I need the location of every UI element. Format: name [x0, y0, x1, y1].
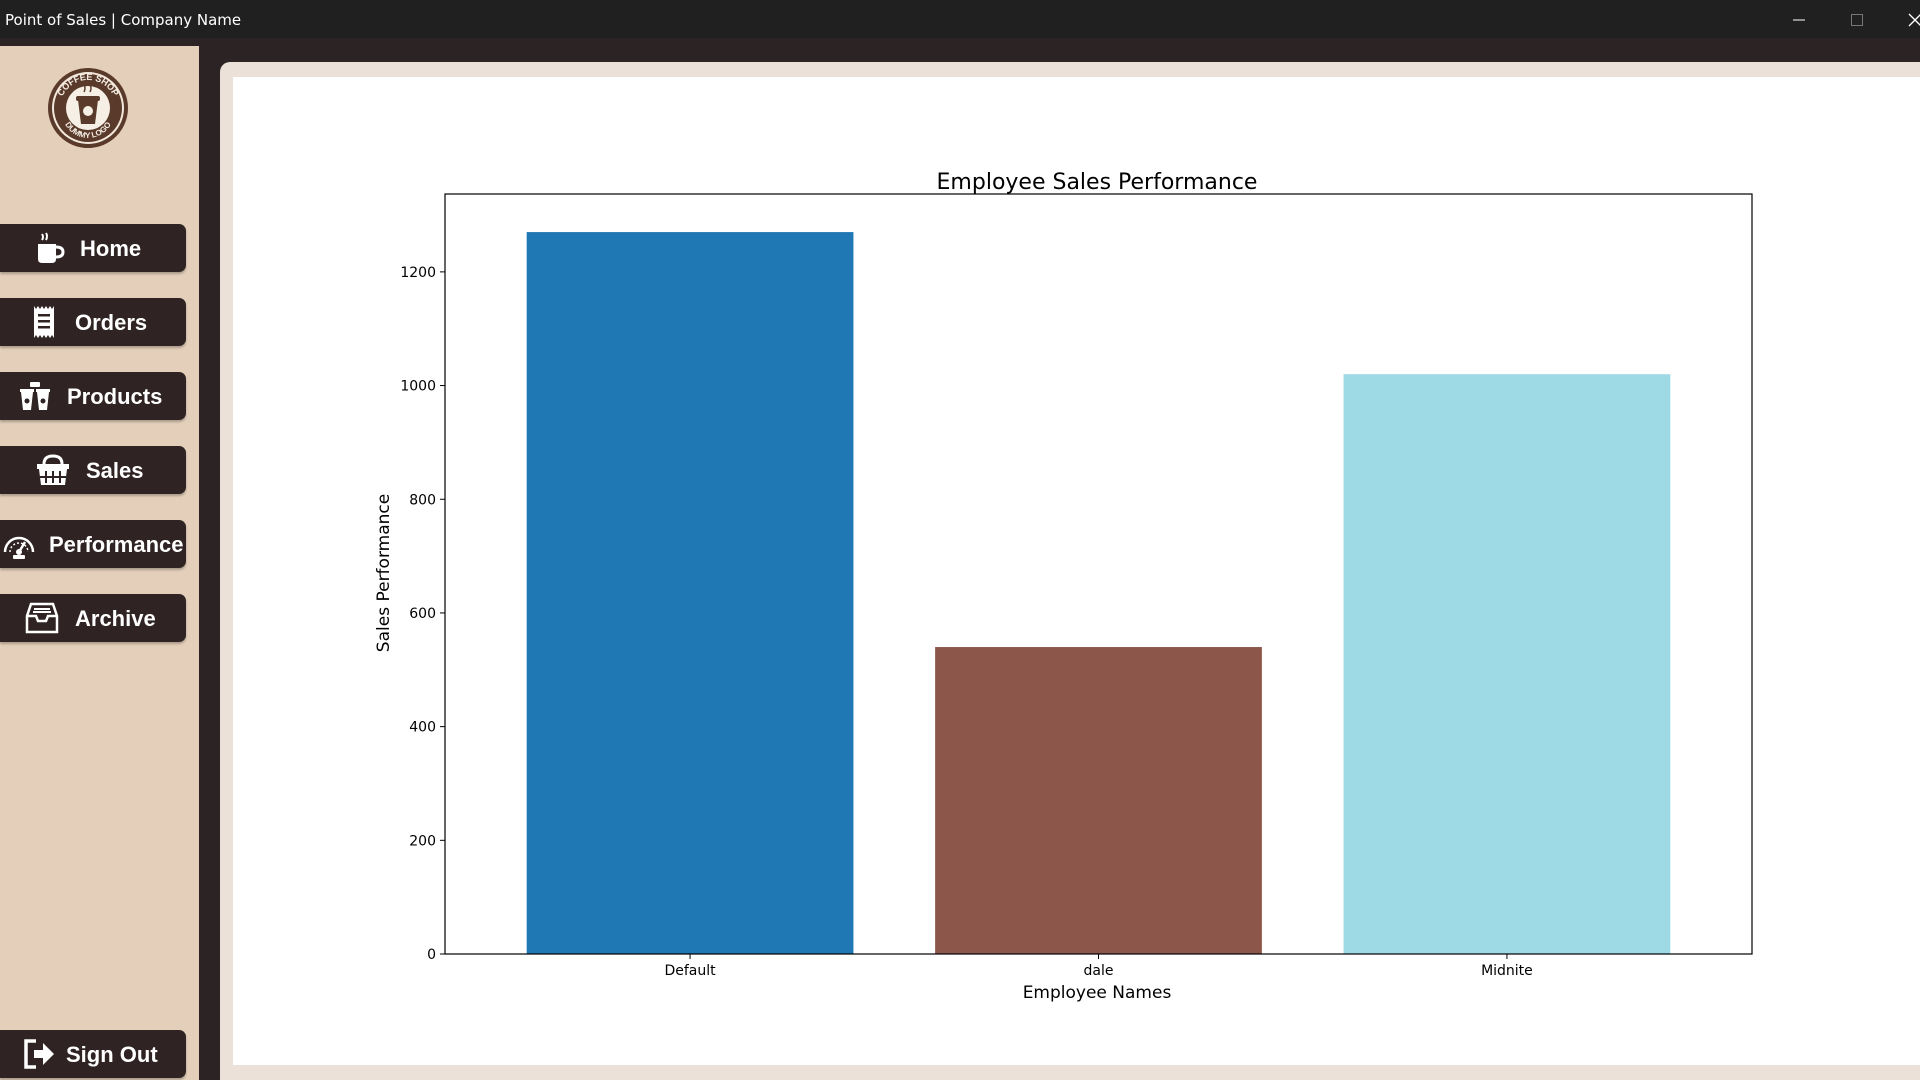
sidebar-item-label: Sales [86, 458, 144, 483]
sign-out-button[interactable]: Sign Out [0, 1030, 186, 1078]
chart-panel: Employee Sales Performance Employee Name… [233, 77, 1920, 1065]
minimize-icon [1793, 19, 1805, 21]
bar-midnite [1343, 374, 1671, 954]
sidebar-item-products[interactable]: Products [0, 372, 186, 420]
sidebar-item-label: Products [67, 384, 163, 409]
y-tick-label: 800 [409, 492, 436, 508]
sidebar-item-label: Home [80, 236, 142, 261]
gauge-icon [3, 536, 35, 559]
y-tick-label: 1000 [400, 379, 436, 395]
x-axis-label: Employee Names [1023, 983, 1172, 1003]
close-button[interactable] [1886, 0, 1920, 38]
window-title: Point of Sales | Company Name [5, 11, 242, 29]
basket-icon [37, 454, 69, 485]
coffee-shop-logo: COFFEE SHOP DUMMY LOGO [46, 66, 130, 150]
sidebar-item-label: Archive [75, 606, 156, 631]
sidebar-item-home[interactable]: Home [0, 224, 186, 272]
title-bar: Point of Sales | Company Name [0, 0, 1920, 38]
bar-default [526, 232, 854, 954]
coffee-cups-icon [20, 382, 50, 410]
sidebar-item-performance[interactable]: Performance [0, 520, 186, 568]
sidebar-item-orders[interactable]: Orders [0, 298, 186, 346]
chart-title: Employee Sales Performance [937, 170, 1258, 195]
archive-box-icon [25, 602, 59, 634]
y-tick-label: 200 [409, 833, 436, 849]
sidebar-item-label: Performance [49, 532, 184, 557]
sidebar: COFFEE SHOP DUMMY LOGO Home Orders [0, 46, 199, 1080]
sidebar-item-label: Orders [75, 310, 148, 335]
x-tick-label: Default [664, 963, 716, 979]
bar-dale [935, 647, 1262, 954]
y-tick-label: 400 [409, 720, 436, 736]
receipt-icon [34, 306, 54, 338]
y-tick-label: 0 [427, 947, 436, 963]
x-tick-label: dale [1084, 963, 1114, 979]
main-panel: Employee Sales Performance Employee Name… [220, 62, 1920, 1080]
sales-performance-chart: Employee Sales Performance Employee Name… [374, 170, 1753, 1003]
y-tick-label: 600 [409, 606, 436, 622]
coffee-cup-icon [38, 232, 65, 263]
maximize-button[interactable] [1828, 0, 1886, 38]
x-tick-label: Midnite [1481, 963, 1533, 979]
maximize-icon [1851, 14, 1863, 26]
plot-area-border [444, 193, 1753, 955]
sign-out-icon [24, 1039, 54, 1069]
sidebar-item-archive[interactable]: Archive [0, 594, 186, 642]
y-axis-label: Sales Performance [374, 494, 394, 652]
close-icon [1908, 13, 1920, 27]
y-tick-label: 1200 [400, 265, 436, 281]
sign-out-label: Sign Out [66, 1042, 158, 1067]
sidebar-item-sales[interactable]: Sales [0, 446, 186, 494]
minimize-button[interactable] [1770, 0, 1828, 38]
